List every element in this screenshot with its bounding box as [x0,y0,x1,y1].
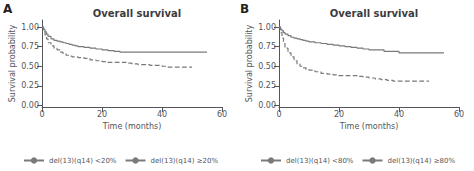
svg-text:1.00: 1.00 [21,23,39,32]
svg-text:20: 20 [334,110,344,119]
svg-text:Overall survival: Overall survival [330,8,418,19]
svg-text:0.00: 0.00 [258,101,276,110]
svg-text:0: 0 [276,110,281,119]
svg-text:Overall survival: Overall survival [93,8,181,19]
svg-text:Survival probability: Survival probability [8,24,17,102]
svg-text:0: 0 [39,110,44,119]
svg-text:A: A [3,2,13,16]
svg-text:40: 40 [394,110,404,119]
svg-text:1.00: 1.00 [258,23,276,32]
svg-text:0.00: 0.00 [21,101,39,110]
svg-text:0.75: 0.75 [258,42,276,51]
svg-text:60: 60 [454,110,464,119]
svg-text:0.50: 0.50 [258,62,276,71]
svg-text:Time (months): Time (months) [339,122,399,131]
svg-text:0.25: 0.25 [21,81,39,90]
svg-text:Survival probability: Survival probability [245,24,254,102]
svg-text:del(13)(q14) ≥80%: del(13)(q14) ≥80% [388,157,456,165]
svg-text:0.50: 0.50 [21,62,39,71]
svg-text:Time (months): Time (months) [102,122,162,131]
svg-text:0.25: 0.25 [258,81,276,90]
svg-text:del(13)(q14) <20%: del(13)(q14) <20% [49,157,117,165]
svg-text:40: 40 [157,110,167,119]
svg-text:20: 20 [97,110,107,119]
svg-text:60: 60 [217,110,227,119]
svg-text:0.75: 0.75 [21,42,39,51]
svg-text:B: B [240,2,249,16]
svg-text:del(13)(q14) <80%: del(13)(q14) <80% [286,157,354,165]
svg-text:del(13)(q14) ≥20%: del(13)(q14) ≥20% [151,157,219,165]
